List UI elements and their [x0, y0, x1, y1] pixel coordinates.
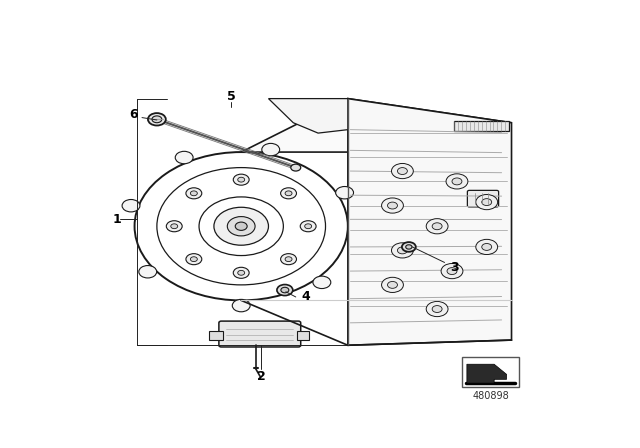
Circle shape	[305, 224, 312, 228]
Text: 2: 2	[257, 370, 266, 383]
Circle shape	[236, 222, 247, 230]
Bar	[297, 332, 309, 340]
Circle shape	[291, 164, 301, 171]
Circle shape	[152, 116, 162, 123]
Circle shape	[392, 243, 413, 258]
Circle shape	[476, 194, 498, 210]
Circle shape	[402, 242, 416, 252]
Circle shape	[388, 281, 397, 289]
Polygon shape	[269, 99, 348, 133]
Polygon shape	[241, 99, 511, 152]
Text: 1: 1	[113, 213, 122, 226]
Circle shape	[397, 247, 408, 254]
Circle shape	[381, 198, 403, 213]
Circle shape	[280, 188, 296, 199]
Bar	[209, 332, 223, 340]
Circle shape	[392, 164, 413, 179]
Circle shape	[166, 221, 182, 232]
Circle shape	[381, 277, 403, 293]
Circle shape	[388, 202, 397, 209]
Circle shape	[313, 276, 331, 289]
Circle shape	[139, 266, 157, 278]
Circle shape	[233, 267, 249, 278]
Circle shape	[285, 191, 292, 196]
Circle shape	[122, 199, 140, 212]
Circle shape	[237, 271, 244, 275]
Circle shape	[441, 263, 463, 279]
Circle shape	[232, 299, 250, 312]
Circle shape	[397, 168, 408, 174]
Circle shape	[190, 191, 197, 196]
Circle shape	[280, 254, 296, 265]
Circle shape	[300, 221, 316, 232]
Circle shape	[476, 239, 498, 254]
FancyBboxPatch shape	[219, 321, 301, 347]
Circle shape	[227, 216, 255, 236]
Circle shape	[262, 143, 280, 156]
Circle shape	[186, 254, 202, 265]
Circle shape	[432, 306, 442, 313]
Text: 5: 5	[227, 90, 236, 103]
Text: 4: 4	[301, 290, 310, 303]
FancyBboxPatch shape	[467, 190, 499, 207]
Circle shape	[281, 287, 289, 293]
Circle shape	[237, 177, 244, 182]
Circle shape	[446, 174, 468, 189]
Circle shape	[186, 188, 202, 199]
Circle shape	[406, 245, 412, 249]
Circle shape	[148, 113, 166, 125]
Circle shape	[482, 198, 492, 206]
Circle shape	[171, 224, 178, 228]
Text: 3: 3	[450, 261, 459, 274]
Bar	[462, 358, 519, 387]
Circle shape	[432, 223, 442, 230]
Circle shape	[426, 302, 448, 317]
Polygon shape	[467, 364, 507, 383]
Polygon shape	[348, 99, 511, 345]
Circle shape	[214, 207, 269, 245]
Circle shape	[277, 284, 292, 296]
Circle shape	[335, 186, 353, 199]
Circle shape	[452, 178, 462, 185]
Bar	[454, 121, 509, 131]
Text: 480898: 480898	[472, 391, 509, 401]
Circle shape	[482, 243, 492, 250]
Circle shape	[447, 267, 457, 275]
Circle shape	[175, 151, 193, 164]
Text: 6: 6	[129, 108, 138, 121]
Circle shape	[285, 257, 292, 262]
Circle shape	[190, 257, 197, 262]
Circle shape	[233, 174, 249, 185]
Circle shape	[426, 219, 448, 234]
